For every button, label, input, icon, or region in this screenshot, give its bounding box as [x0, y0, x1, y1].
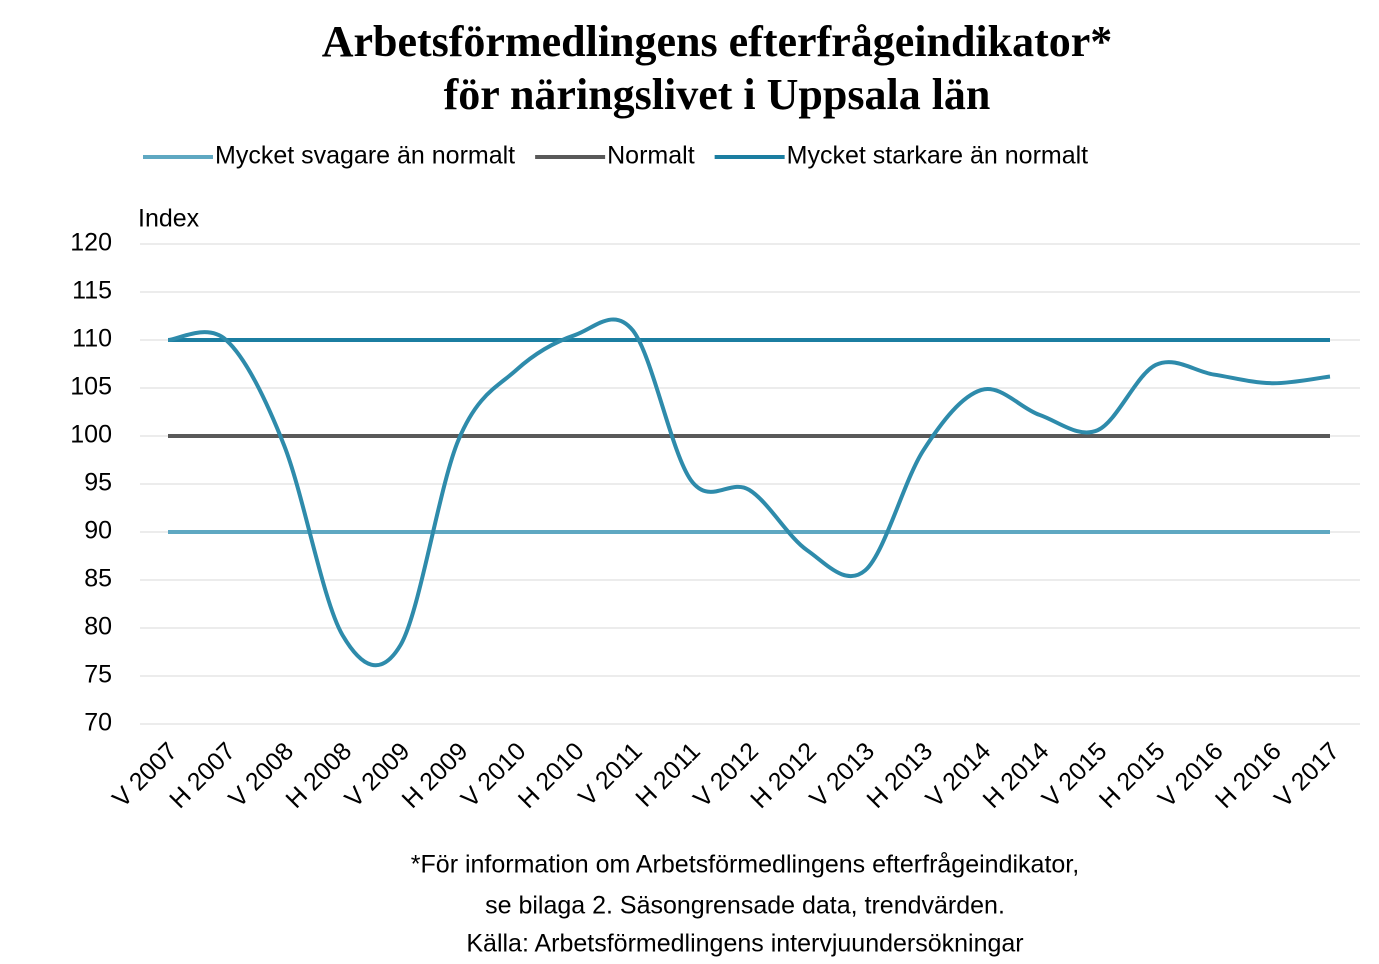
legend-label: Normalt [607, 142, 695, 170]
x-tick-label: H 2016 [1210, 737, 1287, 814]
y-tick-label: 95 [84, 469, 112, 497]
legend-label: Mycket svagare än normalt [215, 142, 515, 170]
chart-title: Arbetsförmedlingens efterfrågeindikator* [322, 17, 1113, 66]
legend-label: Mycket starkare än normalt [787, 142, 1089, 170]
y-tick-label: 75 [84, 661, 112, 689]
x-tick-label: H 2007 [164, 737, 241, 814]
x-tick-label: H 2009 [397, 737, 474, 814]
x-tick-label: H 2012 [745, 737, 822, 814]
y-tick-label: 105 [70, 373, 112, 401]
y-tick-label: 70 [84, 709, 112, 737]
y-tick-label: 85 [84, 565, 112, 593]
y-tick-label: 110 [72, 325, 112, 353]
y-tick-label: 100 [70, 421, 112, 449]
x-tick-label: H 2008 [280, 737, 357, 814]
footnote: se bilaga 2. Säsongrensade data, trendvä… [485, 892, 1005, 920]
y-tick-label: 90 [84, 517, 112, 545]
y-tick-label: 120 [70, 229, 112, 257]
chart-title: för näringslivet i Uppsala län [444, 70, 991, 119]
x-tick-label: H 2010 [513, 737, 590, 814]
footnote: *För information om Arbetsförmedlingens … [411, 851, 1079, 879]
series-line [167, 317, 1331, 668]
x-tick-label: H 2014 [978, 737, 1055, 814]
footnote: Källa: Arbetsförmedlingens intervjuunder… [466, 930, 1023, 958]
x-tick-label: H 2015 [1094, 737, 1171, 814]
y-tick-label: 80 [84, 613, 112, 641]
x-tick-label: H 2011 [630, 737, 705, 812]
x-tick-label: H 2013 [861, 737, 938, 814]
x-tick-label: V 2017 [1269, 737, 1345, 813]
y-tick-label: 115 [72, 277, 112, 305]
y-axis-label: Index [138, 205, 200, 233]
x-tick-label: V 2011 [573, 737, 648, 812]
